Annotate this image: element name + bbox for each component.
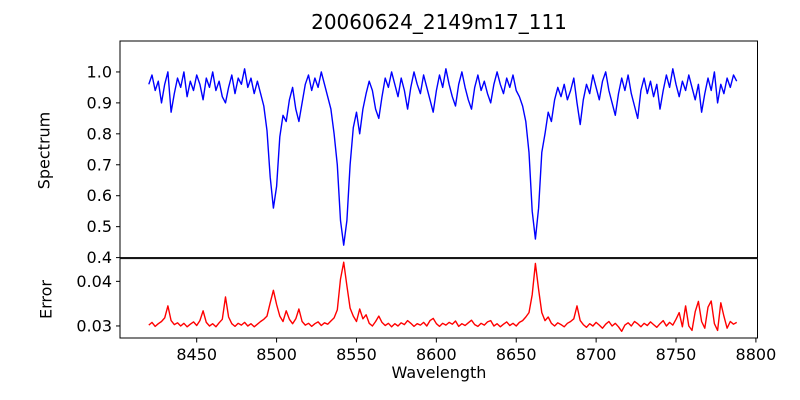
x-tick-label: 8600	[416, 345, 457, 364]
spectrum-y-tick-label: 0.9	[87, 93, 112, 112]
spectrum-y-tick-label: 0.5	[87, 217, 112, 236]
x-tick-label: 8750	[656, 345, 697, 364]
spectrum-y-tick-label: 0.7	[87, 155, 112, 174]
spectrum-y-tick-label: 0.4	[87, 248, 112, 267]
spectrum-y-tick-label: 0.6	[87, 186, 112, 205]
error-y-tick-label: 0.04	[76, 272, 112, 291]
x-tick-label: 8450	[176, 345, 217, 364]
spectrum-y-tick-label: 0.8	[87, 124, 112, 143]
wavelength-x-axis-label: Wavelength	[391, 363, 487, 382]
spectrum-line	[148, 68, 738, 246]
x-tick-label: 8700	[576, 345, 617, 364]
x-tick-label: 8650	[496, 345, 537, 364]
x-tick-label: 8800	[736, 345, 777, 364]
spectrum-axes-frame	[119, 40, 758, 259]
plot-title: 20060624_2149m17_111	[311, 10, 567, 34]
x-tick-label: 8500	[256, 345, 297, 364]
error-axes-frame	[119, 258, 758, 339]
error-y-tick-label: 0.03	[76, 316, 112, 335]
error-line	[148, 261, 738, 332]
x-tick-label: 8550	[336, 345, 377, 364]
spectrum-y-tick-label: 1.0	[87, 62, 112, 81]
